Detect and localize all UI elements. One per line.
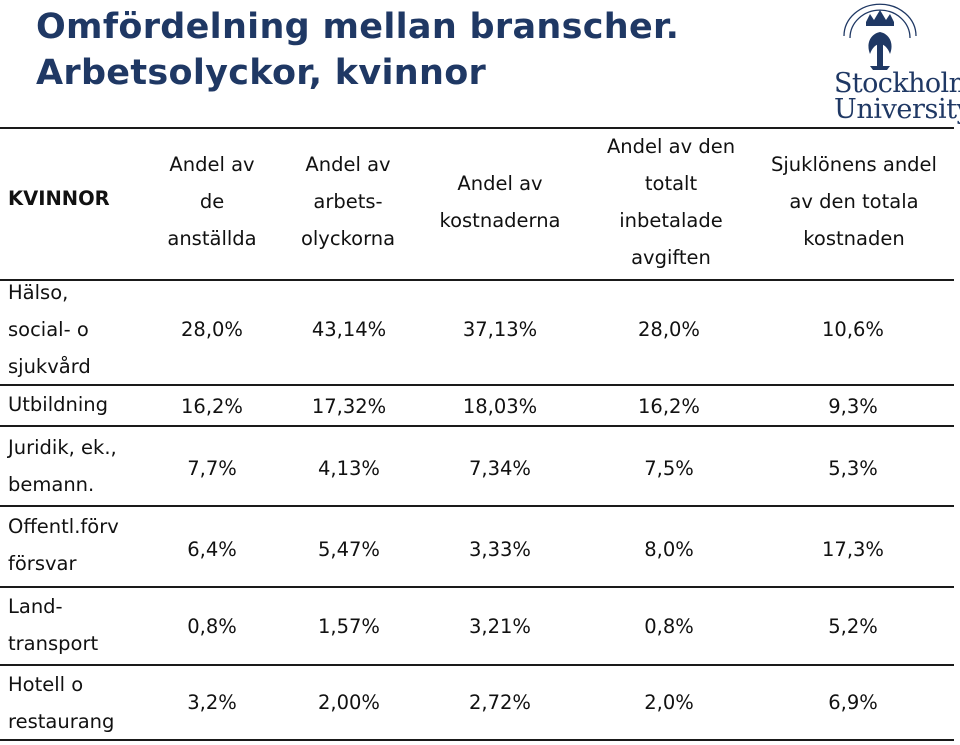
row-label-5: Land- transport	[8, 595, 99, 655]
cell-r4-c1: 6,4%	[187, 538, 237, 561]
table-rule	[0, 127, 954, 129]
table-rule	[0, 279, 954, 281]
cell-r3-c5: 5,3%	[828, 457, 878, 480]
cell-r1-c5: 10,6%	[822, 318, 884, 341]
cell-r5-c4: 0,8%	[644, 615, 694, 638]
title-line-1: Omfördelning mellan branscher.	[36, 7, 680, 47]
corner-label: KVINNOR	[8, 187, 110, 210]
cell-r3-c4: 7,5%	[644, 457, 694, 480]
cell-r1-c3: 37,13%	[462, 318, 538, 341]
page-title: Omfördelning mellan branscher. Arbetsoly…	[36, 4, 679, 96]
table-rule	[0, 505, 954, 507]
cell-r4-c3: 3,33%	[469, 538, 531, 561]
cell-r1-c1: 28,0%	[181, 318, 243, 341]
crown-seal-icon	[843, 3, 917, 70]
cell-r2-c3: 18,03%	[462, 395, 538, 418]
cell-r6-c5: 6,9%	[828, 691, 878, 714]
title-line-2: Arbetsolyckor, kvinnor	[36, 53, 487, 93]
cell-r2-c2: 17,32%	[311, 395, 387, 418]
col-header-2: Andel av arbets- olyckorna	[300, 153, 396, 250]
table-rule	[0, 425, 954, 427]
cell-r5-c3: 3,21%	[469, 615, 531, 638]
cell-r3-c3: 7,34%	[469, 457, 531, 480]
cell-r3-c1: 7,7%	[187, 457, 237, 480]
col-header-1: Andel av de anställda	[167, 153, 257, 250]
table-rule	[0, 384, 954, 386]
cell-r4-c4: 8,0%	[644, 538, 694, 561]
col-header-4: Andel av den totalt inbetalade avgiften	[606, 135, 736, 269]
col-header-5: Sjuklönens andel av den totala kostnaden	[771, 153, 937, 250]
logo-wordmark-line2: University	[834, 94, 960, 125]
cell-r6-c4: 2,0%	[644, 691, 694, 714]
stockholm-university-logo: Stockholm University	[830, 2, 960, 125]
cell-r5-c2: 1,57%	[318, 615, 380, 638]
cell-r1-c4: 28,0%	[638, 318, 700, 341]
logo-wordmark-line1: Stockholm	[834, 68, 960, 99]
cell-r5-c1: 0,8%	[187, 615, 237, 638]
cell-r6-c1: 3,2%	[187, 691, 237, 714]
cell-r2-c4: 16,2%	[638, 395, 700, 418]
cell-r6-c2: 2,00%	[318, 691, 380, 714]
row-label-6: Hotell o restaurang	[8, 673, 115, 733]
cell-r1-c2: 43,14%	[311, 318, 387, 341]
row-label-2: Utbildning	[8, 393, 109, 416]
table-rule	[0, 664, 954, 666]
cell-r2-c5: 9,3%	[828, 395, 878, 418]
col-header-3: Andel av kostnaderna	[439, 172, 561, 232]
table-rule	[0, 586, 954, 588]
cell-r3-c2: 4,13%	[318, 457, 380, 480]
row-label-4: Offentl.förv försvar	[8, 515, 119, 575]
table-rule	[0, 739, 954, 741]
cell-r4-c2: 5,47%	[318, 538, 380, 561]
row-label-3: Juridik, ek., bemann.	[8, 436, 117, 496]
cell-r4-c5: 17,3%	[822, 538, 884, 561]
row-label-1: Hälso, social- o sjukvård	[8, 281, 91, 378]
cell-r2-c1: 16,2%	[181, 395, 243, 418]
cell-r6-c3: 2,72%	[469, 691, 531, 714]
cell-r5-c5: 5,2%	[828, 615, 878, 638]
